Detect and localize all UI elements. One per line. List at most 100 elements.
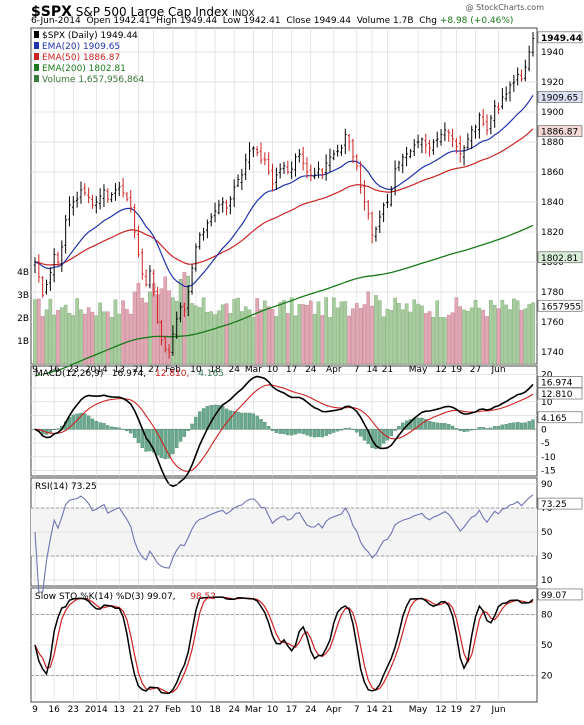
- price-bar: [194, 243, 198, 272]
- price-bar: [125, 191, 129, 202]
- price-tick-label: 1840: [541, 198, 564, 208]
- volume-bar: [278, 302, 282, 365]
- price-bar: [259, 142, 263, 164]
- macd-histogram-bar: [90, 418, 95, 430]
- date-tick-label: 17: [286, 705, 297, 715]
- macd-signal-line: [34, 384, 534, 472]
- volume-bar: [75, 298, 79, 365]
- macd-tick-label: -5: [541, 439, 550, 449]
- price-bar: [229, 196, 232, 215]
- date-tick-label: May: [409, 365, 428, 375]
- macd-histogram-bar: [489, 427, 493, 430]
- price-bar: [409, 149, 412, 159]
- price-bar: [64, 215, 67, 254]
- price-bar: [386, 193, 389, 209]
- volume-bar: [228, 313, 233, 365]
- value-tag-box: [537, 31, 583, 44]
- macd-histogram-bar: [113, 427, 118, 430]
- date-tick-label: 17: [286, 365, 297, 375]
- macd-histogram-bar: [435, 422, 439, 430]
- volume-bar: [113, 299, 118, 365]
- value-tag: 1949.44: [537, 31, 583, 44]
- value-tag-label: 1909.65: [541, 94, 578, 104]
- date-tick-label: 16: [48, 705, 60, 715]
- sto-d-line: [34, 596, 534, 694]
- date-tick-label: 27: [470, 705, 481, 715]
- macd-legend-entry: 16.974,: [112, 369, 146, 379]
- value-tag-label: 99.07: [541, 591, 567, 601]
- volume-bar: [366, 291, 371, 365]
- macd-legend-entry: 12.810,: [155, 369, 189, 379]
- price-bar: [523, 59, 527, 82]
- macd-histogram-bar: [102, 423, 106, 430]
- volume-bar: [79, 309, 83, 365]
- macd-histogram-bar: [385, 429, 390, 441]
- macd-histogram-bar: [473, 428, 478, 430]
- volume-bar: [512, 298, 516, 365]
- value-tag-label: 16.974: [541, 379, 573, 389]
- macd-histogram-bar: [182, 429, 187, 437]
- sto-k-line: [34, 596, 534, 695]
- date-tick-label: 19: [451, 705, 463, 715]
- price-bar: [87, 187, 90, 204]
- price-bar: [401, 153, 405, 174]
- sto-legend-entry: 98.52: [190, 592, 216, 602]
- macd-histogram-bar: [251, 413, 256, 430]
- macd-histogram-bar: [378, 429, 382, 448]
- macd-histogram-bar: [266, 426, 271, 430]
- date-tick-label: 14: [366, 705, 378, 715]
- price-bar: [516, 67, 520, 86]
- volume-bar: [324, 297, 328, 365]
- price-bar: [370, 211, 374, 244]
- volume-bar: [121, 300, 125, 365]
- price-bar: [114, 183, 117, 201]
- volume-bar: [56, 310, 60, 365]
- date-tick-label: Mar: [245, 705, 262, 715]
- date-tick-label: 14: [366, 365, 378, 375]
- price-bar: [340, 144, 343, 156]
- date-tick-label: Feb: [165, 365, 181, 375]
- volume-bar: [435, 300, 440, 365]
- price-bar: [443, 122, 447, 142]
- volume-bar: [144, 302, 148, 365]
- date-tick-label: 12: [435, 705, 446, 715]
- quote-line: 6-Jun-2014 Open 1942.41 High 1949.44 Low…: [31, 16, 513, 26]
- price-bar: [252, 146, 255, 158]
- macd-histogram-bar: [305, 429, 309, 436]
- volume-bar: [446, 314, 451, 365]
- macd-histogram-bar: [519, 422, 524, 430]
- macd-tick-label: 10: [541, 398, 553, 408]
- price-bar: [232, 179, 236, 208]
- value-tag: 12.810: [537, 387, 583, 400]
- volume-bar: [186, 275, 191, 365]
- price-bar: [531, 31, 535, 57]
- volume-bar: [328, 317, 332, 365]
- volume-bar: [220, 304, 225, 365]
- volume-bar: [197, 307, 202, 365]
- volume-bar: [331, 297, 336, 365]
- macd-histogram-bar: [132, 429, 137, 438]
- volume-bar: [282, 300, 286, 365]
- volume-bar: [255, 298, 259, 365]
- macd-histogram-bar: [312, 429, 317, 438]
- volume-bar: [163, 276, 168, 365]
- volume-bar: [274, 316, 279, 365]
- sto-tick-label: 50: [541, 641, 553, 651]
- macd-histogram-bar: [328, 429, 332, 435]
- volume-bar: [489, 300, 493, 365]
- date-tick-label: 9: [32, 705, 38, 715]
- volume-bar: [523, 308, 528, 365]
- price-bar: [56, 251, 60, 266]
- price-bar: [213, 202, 217, 223]
- price-bar: [501, 88, 504, 110]
- macd-histogram-bar: [523, 422, 528, 430]
- price-bar: [274, 167, 278, 190]
- macd-histogram-bar: [477, 427, 482, 430]
- date-tick-label: 7: [354, 365, 360, 375]
- price-bar: [309, 164, 313, 182]
- price-bar: [462, 145, 466, 166]
- value-tag-box: [537, 299, 583, 312]
- volume-bar: [416, 303, 420, 365]
- price-bar: [378, 210, 382, 234]
- macd-histogram-bar: [447, 424, 451, 430]
